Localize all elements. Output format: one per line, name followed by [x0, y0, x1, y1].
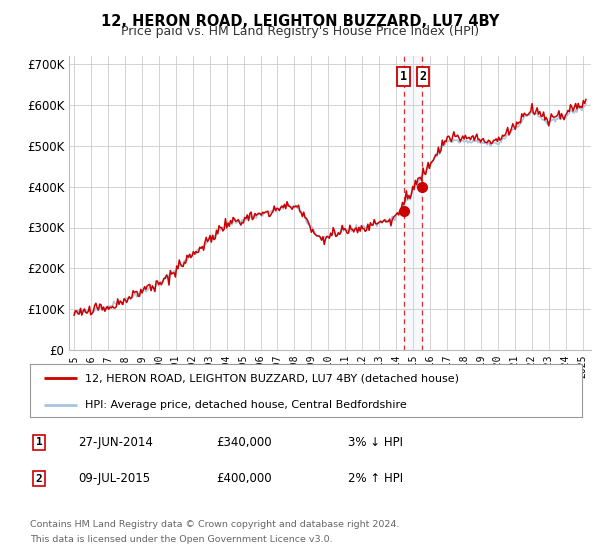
Text: 3% ↓ HPI: 3% ↓ HPI — [348, 436, 403, 449]
Text: This data is licensed under the Open Government Licence v3.0.: This data is licensed under the Open Gov… — [30, 535, 332, 544]
Text: Price paid vs. HM Land Registry's House Price Index (HPI): Price paid vs. HM Land Registry's House … — [121, 25, 479, 38]
Text: 27-JUN-2014: 27-JUN-2014 — [78, 436, 153, 449]
Text: 12, HERON ROAD, LEIGHTON BUZZARD, LU7 4BY: 12, HERON ROAD, LEIGHTON BUZZARD, LU7 4B… — [101, 14, 499, 29]
Text: 09-JUL-2015: 09-JUL-2015 — [78, 472, 150, 486]
Text: £340,000: £340,000 — [216, 436, 272, 449]
Text: 2: 2 — [35, 474, 43, 484]
Text: Contains HM Land Registry data © Crown copyright and database right 2024.: Contains HM Land Registry data © Crown c… — [30, 520, 400, 529]
Text: 2% ↑ HPI: 2% ↑ HPI — [348, 472, 403, 486]
Text: 12, HERON ROAD, LEIGHTON BUZZARD, LU7 4BY (detached house): 12, HERON ROAD, LEIGHTON BUZZARD, LU7 4B… — [85, 374, 459, 384]
Text: 2: 2 — [419, 70, 426, 83]
Text: HPI: Average price, detached house, Central Bedfordshire: HPI: Average price, detached house, Cent… — [85, 400, 407, 410]
Text: £400,000: £400,000 — [216, 472, 272, 486]
Bar — [404, 56, 422, 350]
Text: 1: 1 — [400, 70, 407, 83]
Text: 1: 1 — [35, 437, 43, 447]
